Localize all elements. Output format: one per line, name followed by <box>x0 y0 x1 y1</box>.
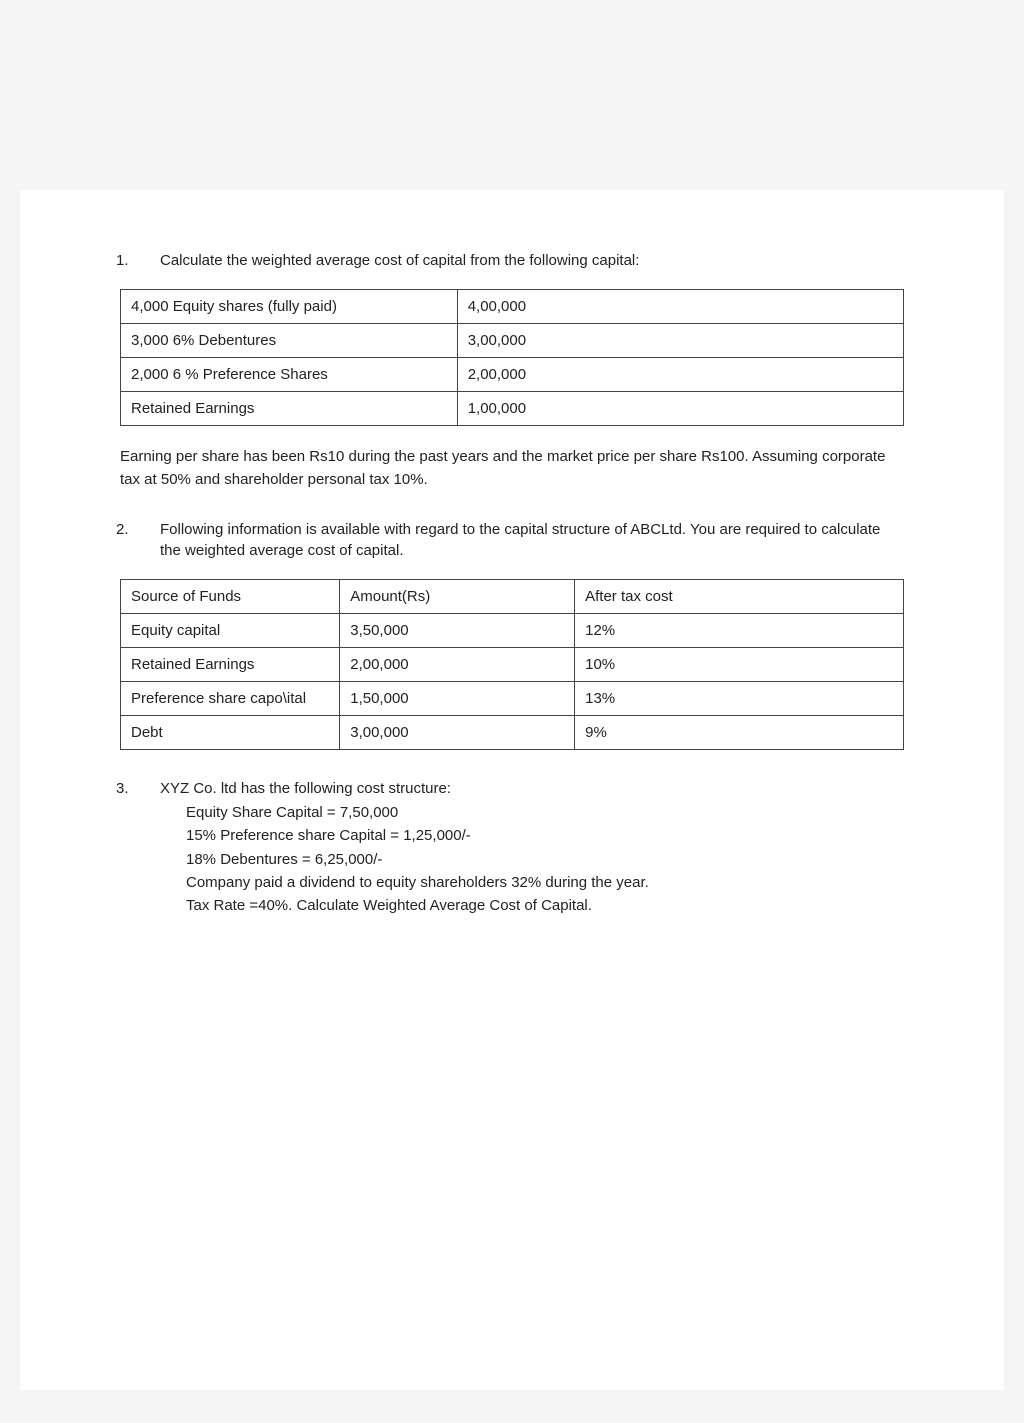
q1-r1c0: 3,000 6% Debentures <box>121 324 458 358</box>
q1-r2c1: 2,00,000 <box>457 358 903 392</box>
q2-r1c0: Retained Earnings <box>121 648 340 682</box>
q2-r3c1: 3,00,000 <box>340 716 575 750</box>
table-row: 2,000 6 % Preference Shares2,00,000 <box>121 358 904 392</box>
q2-text: Following information is available with … <box>160 521 880 559</box>
q2-h2: After tax cost <box>575 580 904 614</box>
q1-r3c1: 1,00,000 <box>457 392 903 426</box>
q2-r2c2: 13% <box>575 682 904 716</box>
q3-line-4: Tax Rate =40%. Calculate Weighted Averag… <box>186 894 904 917</box>
q3-line-2: 18% Debentures = 6,25,000/- <box>186 848 904 871</box>
table-row: 4,000 Equity shares (fully paid)4,00,000 <box>121 290 904 324</box>
document-page: 1.Calculate the weighted average cost of… <box>20 190 1004 1390</box>
q3-line-1: 15% Preference share Capital = 1,25,000/… <box>186 824 904 847</box>
table-header-row: Source of Funds Amount(Rs) After tax cos… <box>121 580 904 614</box>
table-row: Retained Earnings1,00,000 <box>121 392 904 426</box>
q2-r0c1: 3,50,000 <box>340 614 575 648</box>
table-row: 3,000 6% Debentures3,00,000 <box>121 324 904 358</box>
question-1: 1.Calculate the weighted average cost of… <box>120 250 904 491</box>
q1-r1c1: 3,00,000 <box>457 324 903 358</box>
q1-text: Calculate the weighted average cost of c… <box>160 252 639 269</box>
q2-table: Source of Funds Amount(Rs) After tax cos… <box>120 579 904 750</box>
q2-prompt: 2.Following information is available wit… <box>120 519 904 561</box>
q2-r0c0: Equity capital <box>121 614 340 648</box>
q2-r2c0: Preference share capo\ital <box>121 682 340 716</box>
q2-r1c2: 10% <box>575 648 904 682</box>
q3-number: 3. <box>138 778 160 799</box>
q2-r1c1: 2,00,000 <box>340 648 575 682</box>
table-row: Equity capital3,50,00012% <box>121 614 904 648</box>
q2-r2c1: 1,50,000 <box>340 682 575 716</box>
q2-h1: Amount(Rs) <box>340 580 575 614</box>
q3-prompt: 3.XYZ Co. ltd has the following cost str… <box>120 778 904 799</box>
table-row: Debt3,00,0009% <box>121 716 904 750</box>
q3-line-3: Company paid a dividend to equity shareh… <box>186 871 904 894</box>
q2-r3c0: Debt <box>121 716 340 750</box>
q1-r0c1: 4,00,000 <box>457 290 903 324</box>
q1-r3c0: Retained Earnings <box>121 392 458 426</box>
table-row: Preference share capo\ital1,50,00013% <box>121 682 904 716</box>
top-spacer <box>0 0 1024 190</box>
question-2: 2.Following information is available wit… <box>120 519 904 750</box>
q2-h0: Source of Funds <box>121 580 340 614</box>
q2-r0c2: 12% <box>575 614 904 648</box>
q3-details: Equity Share Capital = 7,50,000 15% Pref… <box>120 801 904 917</box>
q1-footer: Earning per share has been Rs10 during t… <box>120 446 904 491</box>
q1-r2c0: 2,000 6 % Preference Shares <box>121 358 458 392</box>
q1-table: 4,000 Equity shares (fully paid)4,00,000… <box>120 289 904 426</box>
q3-line-0: Equity Share Capital = 7,50,000 <box>186 801 904 824</box>
table-row: Retained Earnings2,00,00010% <box>121 648 904 682</box>
q1-r0c0: 4,000 Equity shares (fully paid) <box>121 290 458 324</box>
q2-r3c2: 9% <box>575 716 904 750</box>
question-3: 3.XYZ Co. ltd has the following cost str… <box>120 778 904 917</box>
q1-prompt: 1.Calculate the weighted average cost of… <box>120 250 904 271</box>
q3-text: XYZ Co. ltd has the following cost struc… <box>160 780 451 797</box>
q2-number: 2. <box>138 519 160 540</box>
q1-number: 1. <box>138 250 160 271</box>
